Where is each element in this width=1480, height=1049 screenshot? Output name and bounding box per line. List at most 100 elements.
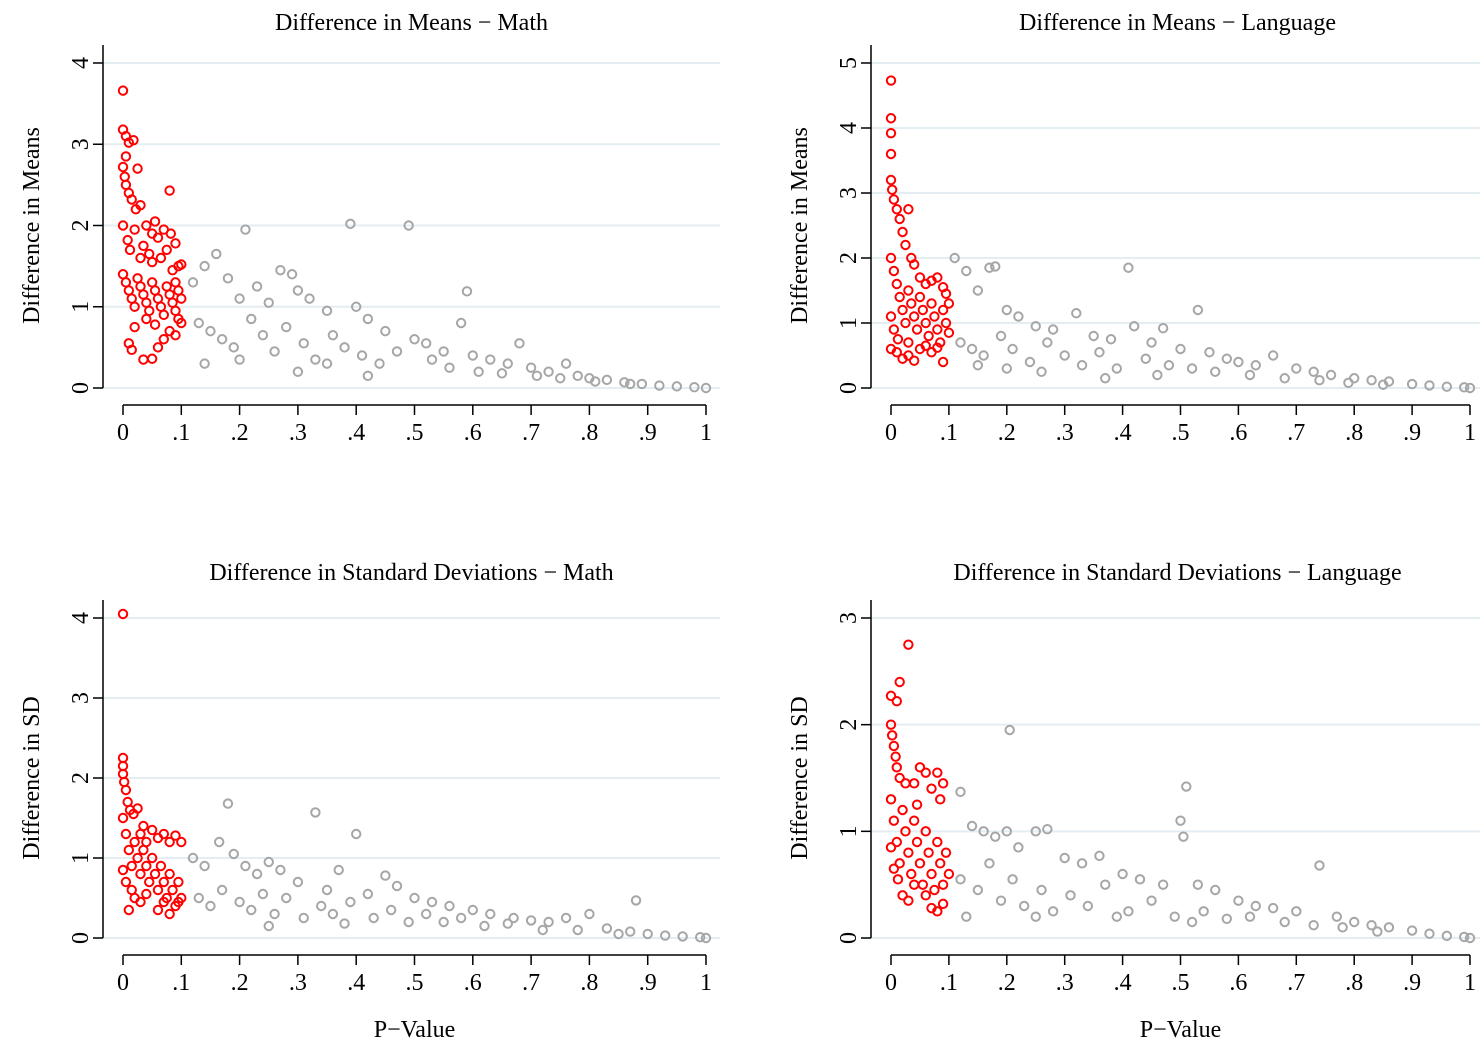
scatter-point xyxy=(885,252,897,264)
scatter-point xyxy=(246,313,257,325)
scatter-point xyxy=(176,293,187,304)
scatter-point xyxy=(906,298,917,309)
scatter-point xyxy=(677,931,688,942)
scatter-point xyxy=(937,304,949,316)
x-tick-label: .3 xyxy=(289,970,307,996)
scatter-point xyxy=(888,265,900,277)
scatter-series xyxy=(885,639,955,917)
scatter-point xyxy=(972,285,984,296)
x-tick-label: 1 xyxy=(700,970,712,996)
scatter-point xyxy=(700,382,712,394)
x-tick-label: .4 xyxy=(347,420,365,446)
x-tick-label: 1 xyxy=(700,420,712,446)
scatter-point xyxy=(385,904,397,916)
scatter-point xyxy=(937,879,949,890)
scatter-point xyxy=(613,928,624,940)
scatter-point xyxy=(496,368,508,379)
scatter-point xyxy=(1186,916,1198,928)
y-tick-label: 3 xyxy=(836,612,862,624)
scatter-series xyxy=(187,218,712,394)
y-tick-label: 4 xyxy=(68,612,94,624)
scatter-point xyxy=(1279,373,1290,384)
scatter-point xyxy=(1337,922,1348,933)
scatter-point xyxy=(455,317,467,329)
scatter-point xyxy=(891,696,902,707)
scatter-point xyxy=(165,228,177,239)
scatter-point xyxy=(1100,879,1111,890)
scatter-point xyxy=(135,868,146,880)
scatter-point xyxy=(1192,879,1204,890)
scatter-point xyxy=(1146,895,1157,906)
scatter-point xyxy=(885,794,897,805)
y-tick-label: 2 xyxy=(836,252,862,264)
scatter-point xyxy=(966,820,978,832)
scatter-point xyxy=(1464,382,1476,394)
scatter-point xyxy=(1210,366,1221,377)
scatter-point xyxy=(537,924,548,936)
scatter-point xyxy=(144,876,155,888)
scatter-point xyxy=(304,293,315,304)
scatter-point xyxy=(955,337,966,348)
scatter-point xyxy=(1094,347,1105,358)
scatter-point xyxy=(146,824,158,836)
scatter-point xyxy=(940,317,952,329)
scatter-point xyxy=(132,803,143,814)
scatter-point xyxy=(141,860,152,872)
scatter-point xyxy=(891,836,902,848)
scatter-point xyxy=(126,344,137,356)
scatter-point xyxy=(164,185,175,196)
scatter-point xyxy=(1175,343,1186,355)
scatter-series xyxy=(949,252,1476,394)
scatter-point xyxy=(167,884,178,896)
scatter-point xyxy=(891,762,902,773)
scatter-point xyxy=(966,343,978,355)
scatter-point xyxy=(263,920,274,932)
x-tick-label: .5 xyxy=(406,420,424,446)
scatter-point xyxy=(321,305,333,317)
scatter-point xyxy=(1178,831,1189,842)
scatter-point xyxy=(380,325,391,337)
scatter-point xyxy=(937,778,949,789)
scatter-point xyxy=(1325,369,1337,381)
scatter-point xyxy=(659,930,671,941)
scatter-point xyxy=(138,820,149,832)
scatter-point xyxy=(1082,900,1094,912)
scatter-point xyxy=(129,892,140,904)
scatter-point xyxy=(122,234,133,246)
scatter-point xyxy=(990,831,1001,842)
scatter-point xyxy=(444,900,455,912)
scatter-point xyxy=(1291,906,1302,917)
x-tick-label: 0 xyxy=(885,970,897,996)
scatter-point xyxy=(911,836,923,848)
scatter-point xyxy=(514,338,525,349)
scatter-point xyxy=(176,317,187,329)
x-tick-label: .9 xyxy=(639,970,657,996)
x-tick-label: .6 xyxy=(1229,970,1247,996)
scatter-point xyxy=(1146,337,1157,348)
scatter-point xyxy=(120,151,132,162)
scatter-point xyxy=(894,858,905,869)
scatter-point xyxy=(251,868,263,880)
scatter-point xyxy=(187,277,199,288)
scatter-point xyxy=(1013,311,1024,322)
scatter-point xyxy=(1383,922,1395,933)
scatter-point xyxy=(351,828,362,840)
scatter-point xyxy=(126,860,137,872)
scatter-point xyxy=(892,334,904,345)
scatter-point xyxy=(333,864,344,876)
scatter-point xyxy=(984,858,995,869)
scatter-point xyxy=(158,876,170,888)
x-tick-label: .2 xyxy=(998,970,1016,996)
scatter-point xyxy=(146,256,158,268)
scatter-point xyxy=(932,767,943,778)
scatter-point xyxy=(316,900,327,912)
x-tick-label: .1 xyxy=(940,970,958,996)
scatter-point xyxy=(211,248,222,260)
scatter-point xyxy=(205,325,216,337)
scatter-point xyxy=(908,259,920,270)
scatter-point xyxy=(1221,353,1233,364)
scatter-point xyxy=(932,272,943,283)
scatter-point xyxy=(1343,377,1354,388)
scatter-point xyxy=(972,360,984,371)
scatter-point xyxy=(885,719,897,730)
